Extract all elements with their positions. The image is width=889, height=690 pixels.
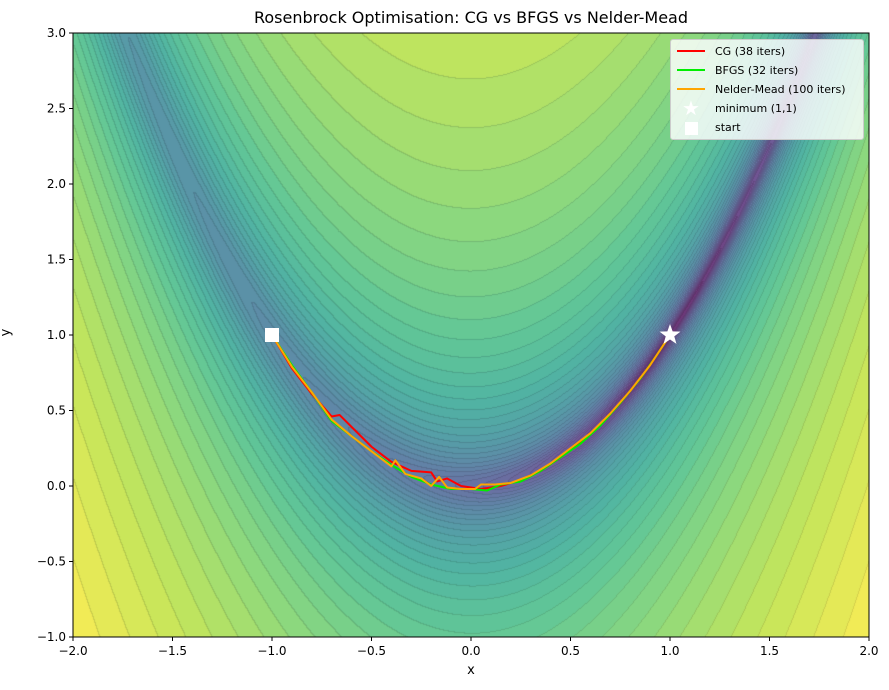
x-tick-label: −1.5 bbox=[158, 644, 187, 658]
y-tick-label: 0.0 bbox=[47, 479, 66, 493]
legend-label-bfgs: BFGS (32 iters) bbox=[715, 63, 799, 77]
legend-swatch-bfgs bbox=[677, 69, 705, 71]
square-icon bbox=[677, 118, 705, 136]
legend-swatch-cg bbox=[677, 50, 705, 52]
x-tick-label: 0.5 bbox=[561, 644, 580, 658]
x-tick-label: 1.5 bbox=[760, 644, 779, 658]
x-tick-label: −0.5 bbox=[357, 644, 386, 658]
star-icon: ★ bbox=[682, 96, 700, 120]
x-tick-label: 2.0 bbox=[859, 644, 878, 658]
legend-label-start: start bbox=[715, 120, 741, 134]
legend-item-cg: CG (38 iters) bbox=[677, 42, 785, 60]
x-tick-label: −1.0 bbox=[257, 644, 286, 658]
y-tick-label: 2.0 bbox=[47, 177, 66, 191]
x-axis-label: x bbox=[467, 663, 475, 678]
minimum-star-marker bbox=[659, 324, 681, 344]
y-tick-label: −1.0 bbox=[37, 630, 66, 644]
x-tick-label: −2.0 bbox=[58, 644, 87, 658]
y-tick-label: 2.5 bbox=[47, 102, 66, 116]
legend-swatch-nelder-mead bbox=[677, 88, 705, 90]
legend-label-nelder-mead: Nelder-Mead (100 iters) bbox=[715, 82, 846, 96]
legend-item-minimum: ★ minimum (1,1) bbox=[677, 96, 797, 120]
legend-item-start: start bbox=[677, 118, 741, 136]
legend-item-nelder-mead: Nelder-Mead (100 iters) bbox=[677, 80, 846, 98]
plot-svg: −2.0 −1.5 −1.0 −0.5 0.0 0.5 1.0 1.5 2.0 −1.0 −0.5 0… bbox=[37, 26, 879, 658]
legend-label-minimum: minimum (1,1) bbox=[715, 101, 797, 115]
y-tick-label: 1.5 bbox=[47, 253, 66, 267]
y-tick-label: 3.0 bbox=[47, 26, 66, 40]
legend: CG (38 iters) BFGS (32 iters) Nelder-Mea… bbox=[670, 39, 864, 140]
chart-title: Rosenbrock Optimisation: CG vs BFGS vs N… bbox=[253, 8, 689, 27]
legend-item-bfgs: BFGS (32 iters) bbox=[677, 61, 798, 79]
legend-label-cg: CG (38 iters) bbox=[715, 44, 786, 58]
y-tick-label: 0.5 bbox=[47, 404, 66, 418]
start-marker bbox=[265, 328, 279, 342]
x-tick-label: 0.0 bbox=[461, 644, 480, 658]
x-tick-label: 1.0 bbox=[660, 644, 679, 658]
y-tick-label: 1.0 bbox=[47, 328, 66, 342]
y-axis-label: y bbox=[0, 329, 13, 337]
series-line-nelder-mead bbox=[271, 334, 671, 491]
y-tick-label: −0.5 bbox=[37, 555, 66, 569]
